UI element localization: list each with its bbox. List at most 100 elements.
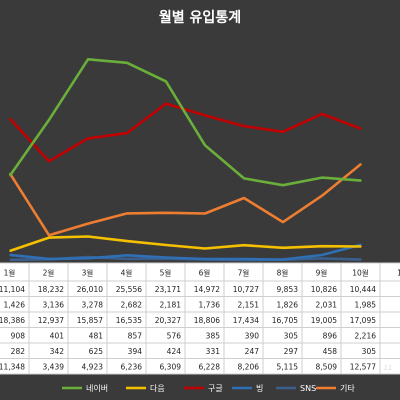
legend: 네이버 다음 구글 빙 SNS 기타 xyxy=(62,383,355,393)
data-point xyxy=(204,212,206,215)
data-point xyxy=(360,258,362,261)
data-point xyxy=(321,194,323,197)
table-cell: 458 xyxy=(323,347,338,356)
data-point xyxy=(360,163,362,165)
table-cell: 16,705 xyxy=(272,316,298,325)
table-cell: 26,010 xyxy=(77,285,103,294)
table-cell: 394 xyxy=(128,347,143,356)
table-cell: 908 xyxy=(11,331,26,340)
table-cell: 18,232 xyxy=(38,285,64,294)
data-point xyxy=(204,247,206,250)
data-point xyxy=(87,58,89,61)
table-header-cell: 8월 xyxy=(277,268,289,278)
table-cell: 424 xyxy=(167,347,182,356)
table-cell: 15,857 xyxy=(77,316,103,325)
table-cell: 401 xyxy=(50,331,65,340)
series-line-3 xyxy=(9,102,362,163)
table-cell: 2,031 xyxy=(316,300,338,309)
table-cell: 576 xyxy=(167,331,182,340)
data-point xyxy=(321,245,323,247)
table-cell: 625 xyxy=(89,347,104,356)
table-cell: 305 xyxy=(362,347,377,356)
table-cell: 385 xyxy=(206,331,221,340)
table-cell: 305 xyxy=(284,331,299,340)
table-cell: 282 xyxy=(11,347,26,356)
data-point xyxy=(204,114,206,117)
table-cell: 10,444 xyxy=(350,285,376,294)
table-cell: 3,136 xyxy=(43,300,65,309)
table-header-cell: 10월 xyxy=(352,268,369,278)
table-cell: 12,937 xyxy=(38,316,64,325)
data-point xyxy=(126,254,128,257)
data-point xyxy=(48,119,50,121)
lines-layer xyxy=(8,57,362,262)
table-cell: 4,923 xyxy=(82,362,104,371)
data-point xyxy=(282,247,284,249)
series-line-6 xyxy=(8,162,362,237)
table-header-cell: 7월 xyxy=(238,268,250,278)
legend-label: 다음 xyxy=(150,384,165,393)
table-header-cell: 9월 xyxy=(316,268,328,278)
table-header-cell: 4월 xyxy=(121,268,133,278)
data-point xyxy=(282,258,284,261)
table-cell: 19,005 xyxy=(311,316,337,325)
table-cell: 2,181 xyxy=(160,300,182,309)
legend-label: 구글 xyxy=(208,384,223,393)
table-cell: 1,826 xyxy=(277,300,299,309)
data-point xyxy=(87,235,89,238)
watermark: 11 xyxy=(384,364,393,372)
data-point xyxy=(9,117,11,120)
table-cell: 481 xyxy=(89,331,104,340)
table-cell: 1,426 xyxy=(4,300,26,309)
series-line-2 xyxy=(9,235,362,253)
data-point xyxy=(243,125,245,127)
data-point xyxy=(48,160,50,162)
data-point xyxy=(282,184,284,186)
table-cell: 17,095 xyxy=(350,316,376,325)
table-cell: 11,348 xyxy=(0,362,25,371)
table-cell: 17,434 xyxy=(233,316,259,325)
table-cell: 896 xyxy=(323,331,338,340)
data-point xyxy=(360,243,362,246)
data-point xyxy=(165,102,167,105)
table-cell: 857 xyxy=(128,331,143,340)
table-header-cell: 1 xyxy=(397,269,400,278)
data-point xyxy=(243,244,245,246)
series-line-4 xyxy=(9,243,362,261)
table-cell: 23,171 xyxy=(155,285,181,294)
legend-label: 빙 xyxy=(256,384,263,393)
data-point xyxy=(165,212,167,214)
data-point xyxy=(204,144,206,147)
table-cell: 25,556 xyxy=(116,285,142,294)
data-point xyxy=(282,221,284,223)
data-point xyxy=(243,258,245,260)
legend-label: 기타 xyxy=(340,384,355,393)
data-point xyxy=(48,236,50,239)
data-point xyxy=(48,234,50,236)
table-cell: 1,985 xyxy=(355,300,377,309)
data-point xyxy=(360,245,362,248)
table-header-cell: 3월 xyxy=(82,268,94,278)
legend-label: SNS xyxy=(300,384,316,393)
table-cell: 8,206 xyxy=(238,362,260,371)
data-point xyxy=(48,258,50,260)
table-cell: 297 xyxy=(284,347,299,356)
data-point xyxy=(321,254,323,256)
table-cell: 2,216 xyxy=(355,331,377,340)
data-point xyxy=(360,179,362,182)
table-cell: 3,278 xyxy=(82,300,104,309)
data-point xyxy=(9,250,11,252)
data-point xyxy=(204,258,206,260)
data-point xyxy=(165,256,167,259)
table-cell: 342 xyxy=(50,347,65,356)
table-cell: 247 xyxy=(245,347,260,356)
table-header-cell: 5월 xyxy=(160,268,172,278)
table-cell: 14,972 xyxy=(194,285,220,294)
table-header-cell: 2월 xyxy=(43,268,55,278)
table-cell: 20,327 xyxy=(155,316,181,325)
data-point xyxy=(9,259,11,261)
table-header-cell: 6월 xyxy=(199,268,211,278)
data-point xyxy=(9,254,11,256)
table-cell: 5,115 xyxy=(277,362,299,371)
